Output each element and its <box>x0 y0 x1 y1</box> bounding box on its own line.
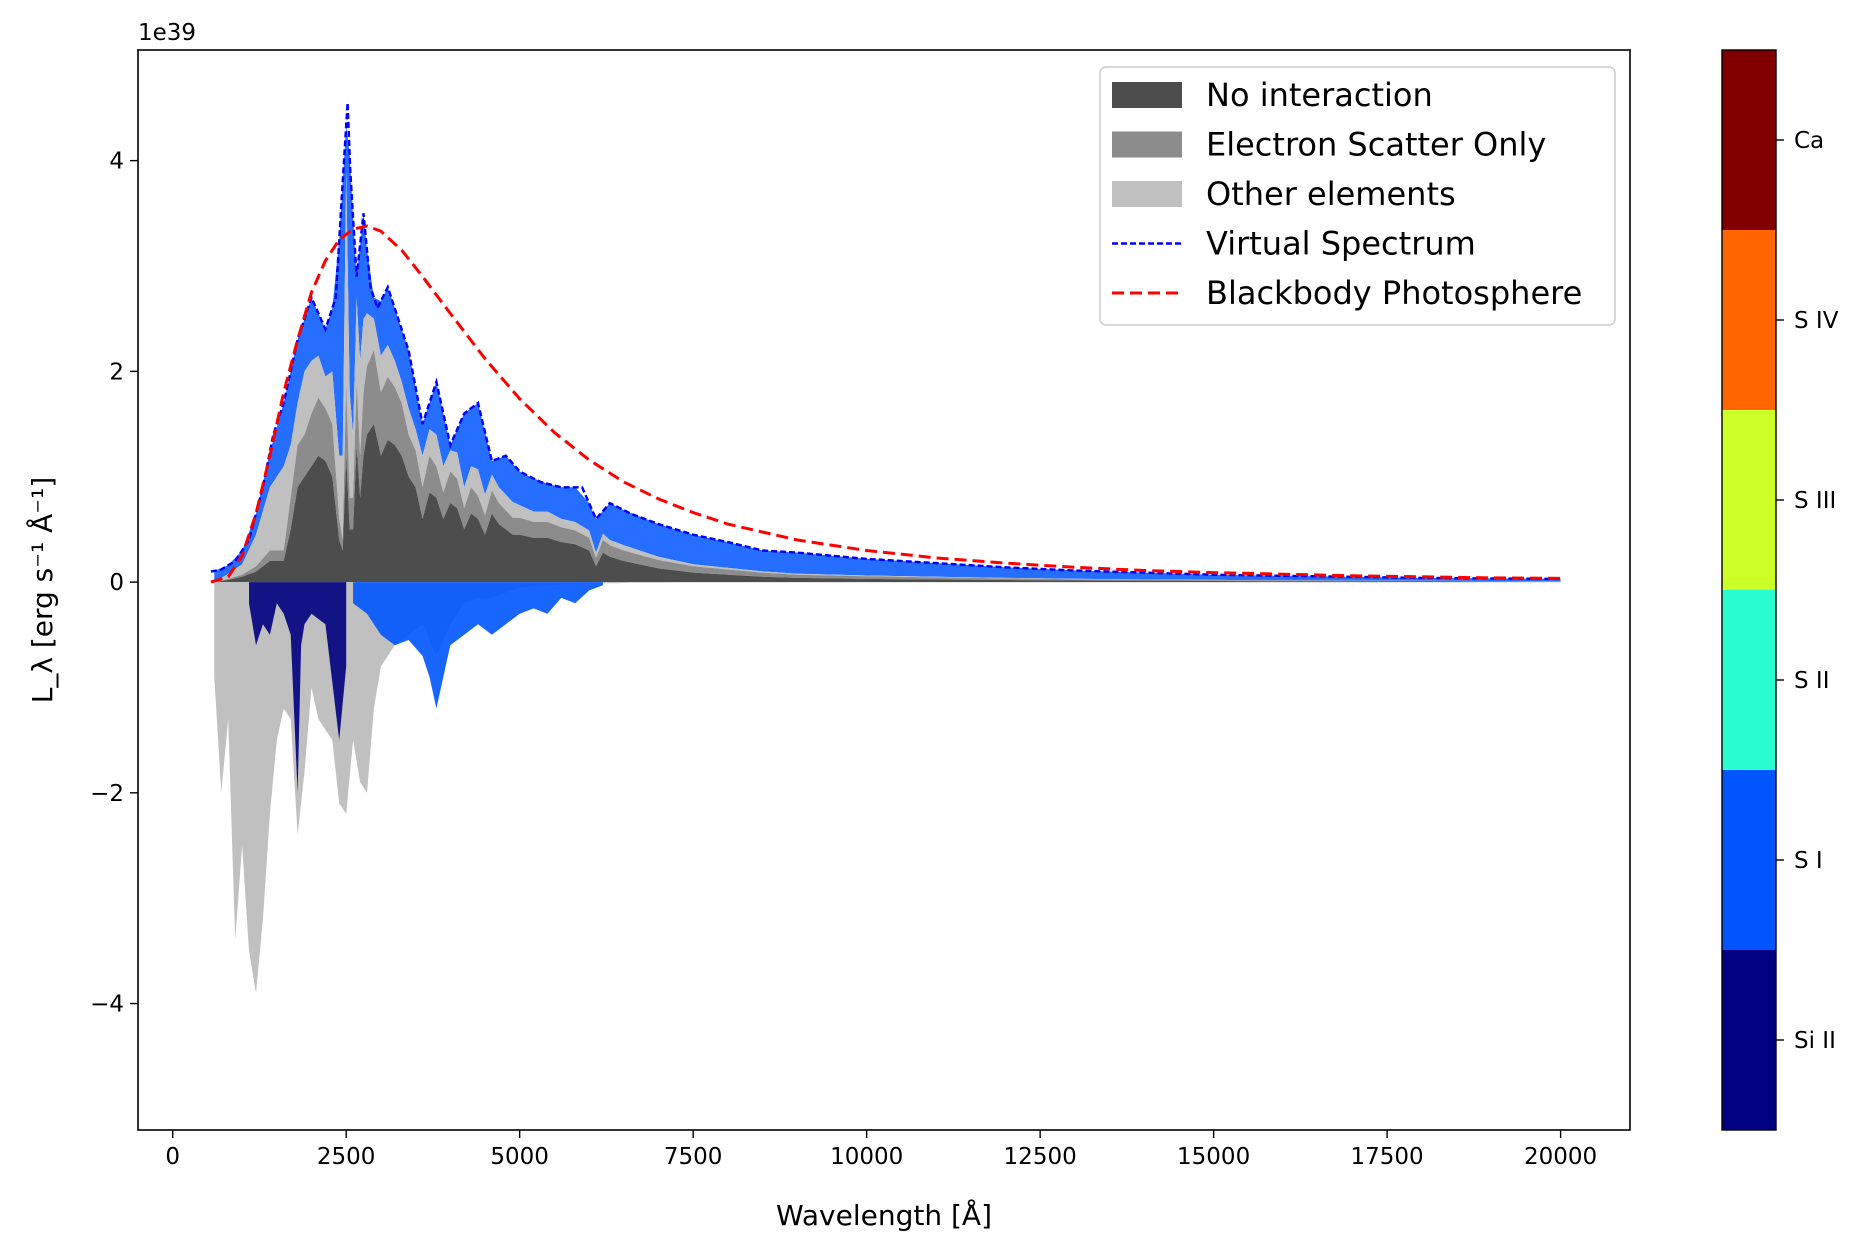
colorbar-segment <box>1722 50 1776 231</box>
colorbar-label: S II <box>1794 668 1829 694</box>
colorbar-frame <box>1721 49 1777 1131</box>
colorbar-segment <box>1722 590 1776 771</box>
emission-electron-scatter-area <box>214 350 1561 583</box>
plot-frame <box>137 49 1631 1131</box>
legend-box <box>1099 66 1616 326</box>
colorbar-segment <box>1722 950 1776 1131</box>
legend-label: Electron Scatter Only <box>1206 126 1546 164</box>
virtual-spectrum-line <box>210 102 1561 581</box>
absorption-other-elements-area <box>214 582 1561 993</box>
colorbar-segment <box>1722 230 1776 411</box>
y-tick-label: −2 <box>90 781 124 807</box>
y-tick-label: 0 <box>109 570 124 596</box>
y-tick-label: 4 <box>109 149 124 175</box>
legend-label: Blackbody Photosphere <box>1206 274 1582 312</box>
colorbar-label: Si II <box>1794 1028 1836 1054</box>
colorbar-segment <box>1722 410 1776 591</box>
absorption-s-i-area <box>353 582 603 709</box>
y-axis-title: L_λ [erg s⁻¹ Å⁻¹] <box>25 477 59 704</box>
legend: No interaction Electron Scatter Only Other… <box>1099 66 1616 326</box>
y-tick-label: −4 <box>90 992 124 1018</box>
x-tick-label: 20000 <box>1524 1144 1597 1170</box>
emission-line-band <box>214 125 1561 583</box>
x-tick-label: 12500 <box>1004 1144 1077 1170</box>
legend-label: No interaction <box>1206 76 1433 114</box>
x-axis: 0 2500 5000 7500 10000 12500 15000 17500 20000 <box>165 1130 1597 1170</box>
colorbar-segment <box>1722 770 1776 951</box>
legend-swatch <box>1112 131 1182 158</box>
y-tick-label: 2 <box>109 359 124 385</box>
x-tick-label: 0 <box>165 1144 180 1170</box>
colorbar-label: S I <box>1794 848 1823 874</box>
x-tick-label: 2500 <box>317 1144 376 1170</box>
colorbar-label: S IV <box>1794 308 1839 334</box>
x-tick-label: 17500 <box>1351 1144 1424 1170</box>
y-axis: −4 −2 0 2 4 <box>90 149 138 1018</box>
legend-swatch <box>1112 82 1182 108</box>
x-tick-label: 5000 <box>490 1144 549 1170</box>
colorbar-label: S III <box>1794 488 1836 514</box>
x-tick-label: 10000 <box>830 1144 903 1170</box>
y-offset-label: 1e39 <box>138 20 196 46</box>
absorption-si-ii-area <box>249 582 347 793</box>
blackbody-photosphere-line <box>210 224 1561 584</box>
x-tick-label: 15000 <box>1177 1144 1250 1170</box>
emission-no-interaction-area <box>214 424 1561 583</box>
colorbar-label: Ca <box>1794 128 1824 154</box>
x-tick-label: 7500 <box>664 1144 723 1170</box>
x-axis-title: Wavelength [Å] <box>776 1198 992 1232</box>
plot-area <box>210 102 1561 993</box>
legend-label: Virtual Spectrum <box>1206 225 1476 263</box>
colorbar: Ca S IV S III S II S I Si II <box>1721 49 1839 1131</box>
legend-swatch <box>1112 181 1182 207</box>
legend-label: Other elements <box>1206 175 1456 213</box>
